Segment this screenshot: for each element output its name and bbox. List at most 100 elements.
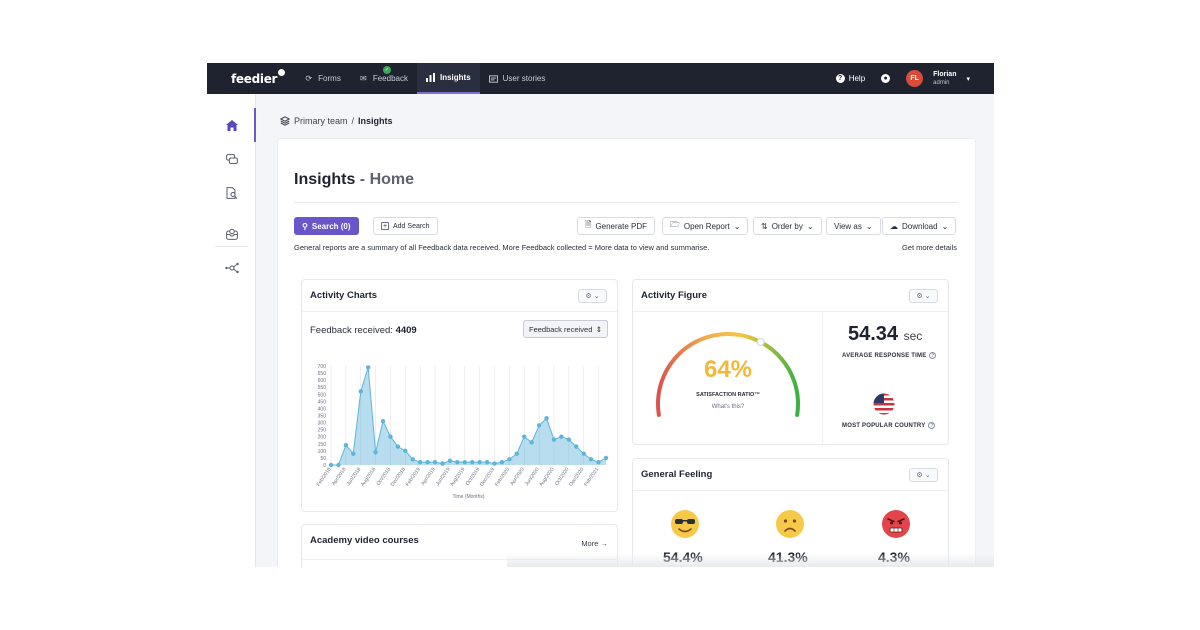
help-button[interactable]: ? Help [835, 74, 865, 83]
forms-icon: ⟳ [305, 74, 313, 83]
feedback-badge: ✓ [382, 66, 391, 74]
nav-feedback[interactable]: ✉ Feedback ✓ [350, 63, 417, 94]
download-label: Download [902, 221, 938, 231]
academy-more-link[interactable]: More → [581, 539, 608, 548]
panel-settings-button[interactable]: ⚙ ⌄ [909, 289, 938, 303]
x-tick-label: Feb/2021 [583, 467, 600, 488]
nav-user-stories[interactable]: User stories [480, 63, 555, 94]
y-tick-label: 0 [323, 463, 326, 469]
nav-insights[interactable]: Insights [416, 63, 480, 94]
y-tick-label: 450 [318, 399, 327, 405]
sidebar-item-home[interactable] [207, 108, 256, 142]
chevron-down-icon[interactable]: ▾ [966, 75, 970, 83]
panel-divider [302, 559, 617, 560]
panel-settings-button[interactable]: ⚙ ⌄ [578, 289, 607, 303]
breadcrumb-separator: / [351, 116, 355, 126]
data-point [522, 434, 527, 439]
view-as-button[interactable]: View as ⌄ [826, 217, 881, 235]
gauge-arc [656, 332, 800, 417]
chat-icon [225, 153, 238, 164]
y-tick-label: 150 [318, 442, 327, 448]
sad-face-icon [776, 510, 804, 538]
average-response-time: 54.34 sec [848, 323, 922, 346]
sidebar-divider [215, 246, 248, 247]
data-point [440, 461, 445, 466]
sidebar-item-documents[interactable] [207, 176, 256, 210]
data-point [588, 457, 594, 462]
data-point [417, 459, 423, 465]
data-point [507, 457, 512, 462]
chevron-down-icon: ⌄ [941, 221, 949, 231]
data-point [410, 457, 415, 462]
page-description: General reports are a summary of all Fee… [294, 243, 710, 252]
series-area [331, 367, 606, 465]
general-feeling-panel: General Feeling ⚙⌄ 54.4% 41.3% [632, 458, 949, 567]
add-search-button[interactable]: + Add Search [373, 217, 438, 235]
angry-face-icon [882, 510, 910, 538]
nav-forms-label: Forms [318, 74, 341, 83]
view-as-label: View as [834, 221, 862, 231]
panel-settings-button[interactable]: ⚙ ⌄ [909, 468, 938, 482]
chevron-down-icon: ⌄ [593, 293, 600, 300]
chevron-down-icon: ⌄ [924, 472, 931, 479]
gauge-help-link[interactable]: What's this? [711, 404, 745, 410]
top-nav: feedier ⟳ Forms ✉ Feedback ✓ Insights Us… [207, 63, 994, 94]
x-tick-label: Aug/2018 [360, 467, 377, 488]
chevron-down-icon: ⌄ [865, 221, 873, 231]
data-point [566, 437, 572, 442]
nav-user-stories-label: User stories [502, 74, 546, 83]
sidebar [207, 94, 256, 567]
y-tick-label: 650 [318, 371, 327, 377]
data-point [351, 451, 356, 456]
sidebar-item-integrations[interactable] [207, 251, 256, 285]
home-icon [225, 119, 238, 131]
sidebar-item-chat[interactable] [207, 142, 256, 176]
app-logo[interactable]: feedier [231, 68, 286, 86]
more-details-link[interactable]: Get more details [901, 243, 957, 252]
response-unit: sec [903, 329, 923, 343]
user-menu[interactable]: Florian admin [933, 70, 956, 88]
info-icon[interactable]: ? [929, 352, 937, 359]
app-window: feedier ⟳ Forms ✉ Feedback ✓ Insights Us… [207, 63, 994, 567]
bottom-shadow [507, 553, 994, 567]
data-point [603, 455, 609, 461]
nav-forms[interactable]: ⟳ Forms [295, 63, 350, 94]
user-stories-icon [488, 74, 498, 83]
folder-icon: 🗁 [670, 220, 680, 229]
data-point [559, 434, 564, 439]
data-point [403, 448, 408, 454]
generate-pdf-button[interactable]: 🗎 Generate PDF [577, 217, 656, 235]
nav-feedback-label: Feedback [372, 74, 408, 83]
y-tick-label: 50 [320, 456, 326, 462]
main-content: Insights - Home ⚲ Search (0) + Add Searc… [277, 138, 976, 567]
data-point [388, 434, 393, 439]
panel-vertical-divider [822, 312, 823, 446]
y-tick-label: 100 [318, 449, 327, 455]
metric-select-value: Feedback received [529, 324, 593, 334]
breadcrumb: Primary team / Insights [280, 116, 393, 126]
satisfaction-gauge [656, 332, 800, 417]
sidebar-item-inbox[interactable] [207, 217, 256, 251]
breadcrumb-team[interactable]: Primary team [294, 116, 348, 126]
download-button[interactable]: ☁ Download ⌄ [882, 217, 957, 235]
data-point [499, 459, 505, 465]
chevron-down-icon: ⌄ [806, 221, 814, 231]
data-point [596, 459, 601, 465]
data-point [514, 451, 520, 456]
academy-more-label: More [581, 539, 599, 548]
y-tick-label: 200 [318, 435, 327, 441]
search-button[interactable]: ⚲ Search (0) [294, 217, 359, 235]
search-icon: ⚲ [302, 221, 308, 231]
avatar[interactable]: FL [906, 70, 924, 87]
feedback-received-value: 4409 [395, 325, 417, 336]
open-report-button[interactable]: 🗁 Open Report ⌄ [662, 217, 749, 235]
add-search-label: Add Search [393, 222, 430, 230]
breadcrumb-current: Insights [358, 116, 393, 126]
document-search-icon [226, 187, 237, 199]
order-by-button[interactable]: ⇅ Order by ⌄ [753, 217, 822, 235]
metric-select[interactable]: Feedback received ⇕ [523, 320, 608, 338]
data-point [425, 459, 430, 465]
feedback-icon: ✉ [359, 74, 367, 83]
info-icon[interactable]: ? [928, 422, 936, 429]
speedometer-icon[interactable]: ● [881, 74, 891, 83]
